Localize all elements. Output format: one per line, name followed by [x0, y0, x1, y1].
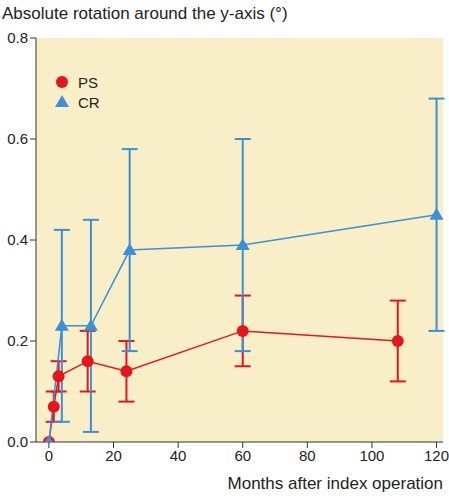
svg-text:120: 120 — [424, 447, 441, 464]
svg-text:0.4: 0.4 — [8, 231, 28, 248]
svg-text:20: 20 — [105, 447, 122, 464]
html-text:PS: PS — [78, 73, 98, 91]
svg-text:0.0: 0.0 — [8, 433, 28, 450]
svg-text:40: 40 — [170, 447, 187, 464]
svg-text:0.8: 0.8 — [8, 32, 28, 46]
svg-text:0.6: 0.6 — [8, 130, 28, 147]
html-text:Absolute rotation around the y: Absolute rotation around the y-axis (°) — [2, 4, 288, 23]
svg-text:80: 80 — [299, 447, 316, 464]
html-text:Months after index operation: Months after index operation — [227, 474, 443, 493]
svg-text:0.2: 0.2 — [8, 332, 28, 349]
html-text:CR: CR — [78, 93, 100, 111]
svg-text:60: 60 — [234, 447, 251, 464]
svg-text:0: 0 — [45, 447, 53, 464]
svg-text:100: 100 — [359, 447, 384, 464]
